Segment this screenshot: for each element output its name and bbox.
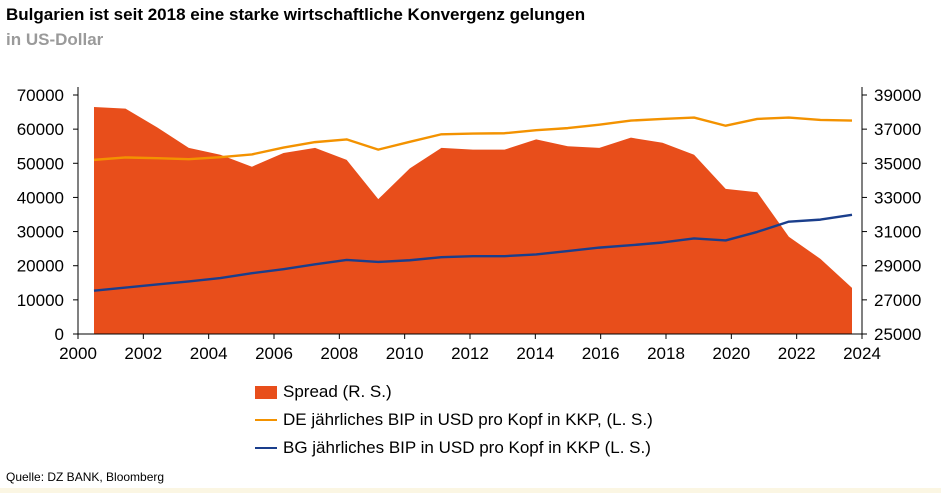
x-tick-label: 2004 — [190, 344, 228, 363]
legend-swatch-spread — [255, 385, 277, 399]
y-left-tick-label: 70000 — [17, 86, 64, 105]
legend-label-spread: Spread (R. S.) — [283, 382, 392, 401]
x-tick-label: 2008 — [320, 344, 358, 363]
y-right-tick-label: 27000 — [874, 291, 921, 310]
y-left-tick-label: 50000 — [17, 154, 64, 173]
legend-item-bg: BG jährliches BIP in USD pro Kopf in KKP… — [255, 434, 653, 462]
axis-layer — [73, 87, 867, 339]
y-right-tick-label: 25000 — [874, 325, 921, 344]
legend-item-spread: Spread (R. S.) — [255, 378, 653, 406]
x-tick-label: 2012 — [451, 344, 489, 363]
x-tick-label: 2022 — [778, 344, 816, 363]
x-tick-label: 2018 — [647, 344, 685, 363]
area-layer — [94, 106, 852, 334]
y-left-tick-label: 20000 — [17, 257, 64, 276]
y-left-tick-label: 0 — [55, 325, 64, 344]
source-note: Quelle: DZ BANK, Bloomberg — [6, 470, 165, 484]
legend-item-de: DE jährliches BIP in USD pro Kopf in KKP… — [255, 406, 653, 434]
x-tick-label: 2024 — [843, 344, 881, 363]
y-right-tick-label: 37000 — [874, 120, 921, 139]
legend-swatch-bg — [255, 446, 277, 450]
x-tick-label: 2000 — [59, 344, 97, 363]
y-right-tick-label: 33000 — [874, 188, 921, 207]
legend: Spread (R. S.) DE jährliches BIP in USD … — [255, 378, 653, 462]
x-tick-label: 2020 — [712, 344, 750, 363]
y-right-tick-label: 35000 — [874, 154, 921, 173]
x-tick-label: 2006 — [255, 344, 293, 363]
y-left-tick-label: 10000 — [17, 291, 64, 310]
x-tick-label: 2016 — [582, 344, 620, 363]
series-line-de — [93, 116, 853, 162]
y-left-tick-label: 30000 — [17, 223, 64, 242]
y-right-tick-label: 29000 — [874, 257, 921, 276]
x-tick-label: 2002 — [124, 344, 162, 363]
legend-swatch-de — [255, 418, 277, 422]
x-tick-label: 2014 — [516, 344, 554, 363]
line-layer — [93, 116, 853, 292]
chart-subtitle: in US-Dollar — [6, 30, 104, 49]
legend-label-bg: BG jährliches BIP in USD pro Kopf in KKP… — [283, 438, 651, 457]
bottom-strip — [0, 488, 941, 493]
chart-title: Bulgarien ist seit 2018 eine starke wirt… — [6, 5, 586, 24]
y-left-tick-label: 40000 — [17, 188, 64, 207]
series-line-bg — [93, 213, 853, 292]
y-right-tick-label: 31000 — [874, 223, 921, 242]
series-area-spread — [94, 106, 852, 334]
y-left-tick-label: 60000 — [17, 120, 64, 139]
y-right-tick-label: 39000 — [874, 86, 921, 105]
tick-labels: 0 10000 20000 30000 40000 50000 60000 70000 2500… — [17, 86, 922, 363]
legend-label-de: DE jährliches BIP in USD pro Kopf in KKP… — [283, 410, 653, 429]
x-tick-label: 2010 — [386, 344, 424, 363]
